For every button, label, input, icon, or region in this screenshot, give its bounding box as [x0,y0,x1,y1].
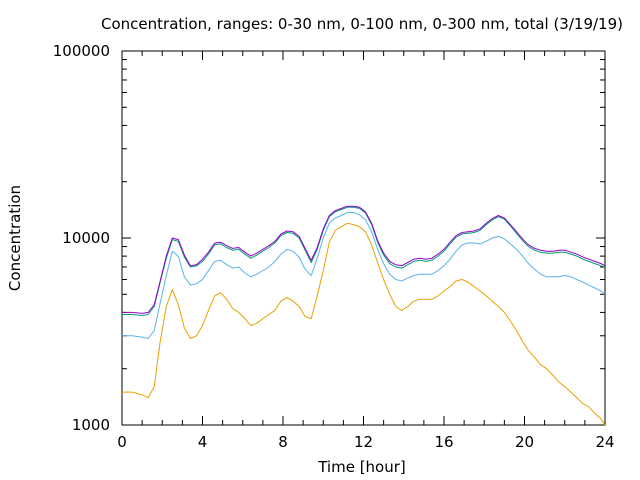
x-tick-labels: 0 4 8 12 16 20 24 [117,433,614,451]
chart-title: Concentration, ranges: 0-30 nm, 0-100 nm… [101,15,623,33]
axis-ticks [121,50,606,426]
series-line-1 [122,222,606,426]
series-lines [122,205,606,426]
y-tick-label: 10000 [62,229,110,247]
x-tick-label: 8 [278,433,288,451]
x-tick-label: 24 [595,433,614,451]
series-line-2 [122,211,606,339]
x-axis-title: Time [hour] [317,458,406,476]
plot-frame [121,50,606,426]
x-tick-label: 4 [198,433,208,451]
y-tick-labels: 1000 10000 100000 [53,42,110,434]
x-tick-label: 20 [515,433,534,451]
x-tick-label: 12 [354,433,373,451]
series-line-4 [122,205,606,314]
series-line-3 [122,206,606,316]
y-tick-label: 100000 [53,42,110,60]
y-tick-label: 1000 [72,416,110,434]
x-tick-label: 0 [117,433,127,451]
y-axis-title: Concentration [6,185,24,291]
x-tick-label: 16 [434,433,453,451]
